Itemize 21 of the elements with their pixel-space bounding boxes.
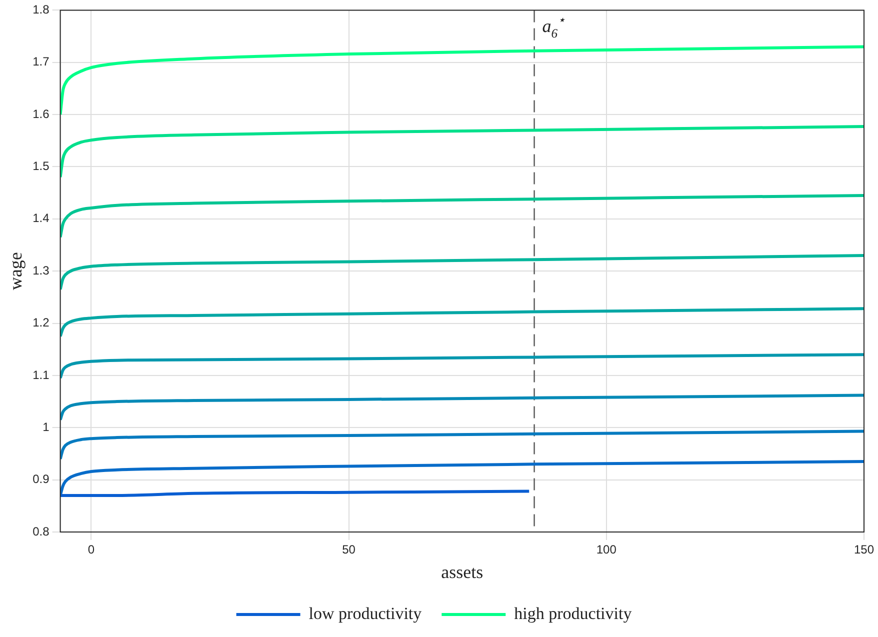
x-tick-label: 100	[596, 542, 617, 557]
y-axis-title: wage	[6, 252, 26, 290]
line-series	[60, 394, 864, 422]
y-tick-label: 1.2	[32, 316, 50, 330]
y-tick-label: 1.6	[32, 106, 50, 121]
y-tick-label: 1.3	[32, 263, 50, 278]
y-tick-label: 1.5	[32, 159, 50, 174]
line-series	[60, 430, 864, 460]
y-tick-label: 1.1	[32, 368, 50, 382]
x-axis-title: assets	[441, 562, 484, 582]
x-tick-label: 0	[88, 542, 95, 557]
y-tick-label: 0.8	[32, 524, 50, 538]
y-tick-label: 1.7	[32, 54, 50, 69]
y-tick-label: 0.9	[32, 472, 50, 486]
x-tick-label: 150	[854, 542, 874, 557]
legend-label: low productivity	[308, 604, 422, 623]
x-tick-label: 50	[342, 542, 356, 557]
y-tick-label: 1.4	[32, 211, 50, 226]
y-tick-label: 1.8	[32, 2, 50, 17]
legend-label: high productivity	[514, 604, 632, 623]
y-tick-label: 1	[42, 420, 50, 434]
